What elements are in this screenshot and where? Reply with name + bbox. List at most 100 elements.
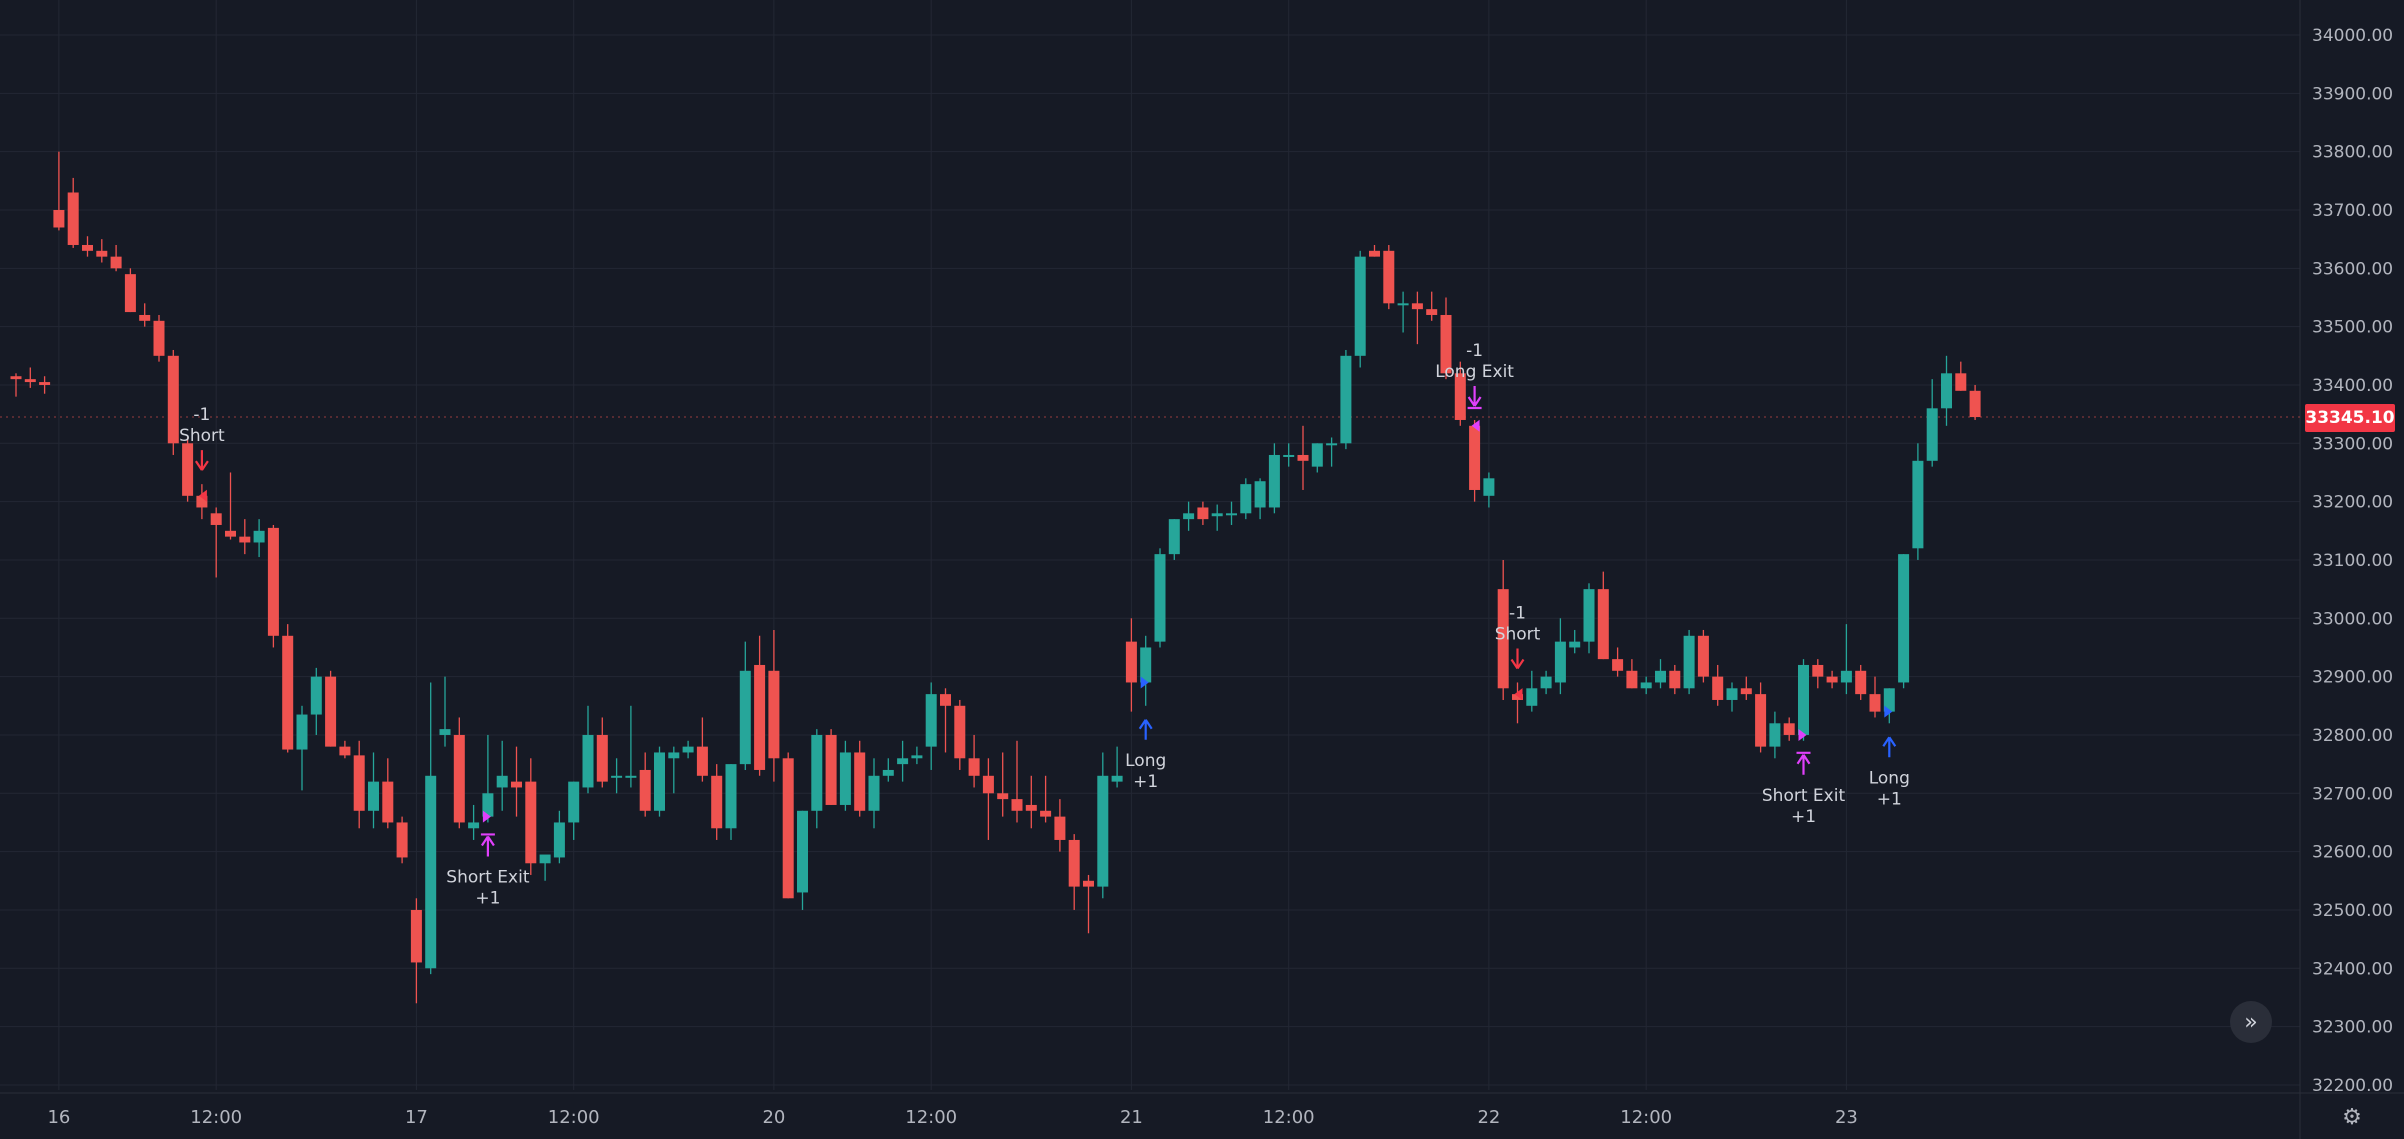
candle-body [1912, 460, 1924, 549]
candle [1197, 501, 1209, 525]
candle [668, 746, 680, 794]
candle [639, 752, 651, 817]
candle [654, 746, 665, 817]
y-tick-label: 32700.00 [2312, 784, 2393, 804]
y-tick-label: 32900.00 [2312, 668, 2393, 688]
signal-long: Long+1 [1125, 676, 1166, 792]
candle-body [182, 443, 194, 496]
candle-body [1612, 659, 1624, 671]
candle-body [453, 734, 465, 823]
candle [1340, 349, 1352, 450]
candle-body [1068, 839, 1080, 887]
candle [1512, 682, 1523, 724]
candle [682, 740, 694, 759]
candle-body [1883, 688, 1895, 712]
candle-body [1540, 676, 1552, 689]
candle-body [1354, 256, 1366, 356]
candle-body [1941, 373, 1952, 409]
candle [854, 740, 866, 817]
candle [225, 472, 236, 540]
signal-short-exit: Short Exit+1 [1762, 728, 1846, 827]
candle-body [1569, 641, 1581, 648]
y-tick-label: 33400.00 [2312, 376, 2393, 396]
x-tick-label: 21 [1120, 1107, 1143, 1128]
candle-body [625, 775, 637, 778]
candle [1669, 664, 1681, 695]
candle [282, 624, 294, 753]
candle [568, 781, 580, 840]
candle [1154, 548, 1166, 648]
candle [339, 740, 351, 759]
scroll-to-realtime-button[interactable]: » [2230, 1001, 2272, 1043]
candle-body [1197, 507, 1209, 520]
y-tick-label: 33900.00 [2312, 84, 2393, 104]
candle [1326, 437, 1338, 467]
candle [868, 758, 880, 829]
candle [1011, 740, 1023, 823]
chart-settings-button[interactable]: ⚙ [2337, 1102, 2367, 1132]
candle [1755, 682, 1767, 753]
candle-body [253, 530, 265, 543]
y-tick-label: 32300.00 [2312, 1018, 2393, 1038]
candle [1068, 834, 1080, 910]
candle [611, 758, 623, 794]
signal-label: Long Exit [1435, 362, 1514, 382]
candle-body [1526, 688, 1538, 706]
up-arrow-icon [480, 833, 495, 857]
candle-body [1855, 670, 1867, 695]
candle [825, 729, 837, 805]
candle [1626, 659, 1638, 689]
signal-qty: -1 [193, 405, 210, 425]
candle [1083, 874, 1094, 934]
up-arrow-icon [1796, 751, 1811, 775]
candle [1554, 618, 1566, 695]
candle-body [1226, 513, 1237, 516]
candle [768, 629, 780, 782]
candle [968, 734, 980, 788]
candle [1769, 711, 1781, 759]
price-axis[interactable]: 34000.00 33900.00 33800.00 33700.00 33600.00… [2312, 26, 2393, 1096]
candle [1268, 443, 1280, 514]
candle [1226, 501, 1237, 525]
candle-body [596, 734, 608, 782]
candle-body [868, 775, 880, 811]
candle [1740, 676, 1752, 700]
candle [1369, 244, 1380, 257]
y-tick-label: 32800.00 [2312, 726, 2393, 746]
candle [1283, 443, 1295, 467]
candle-body [353, 755, 365, 811]
candle [1483, 472, 1495, 508]
y-tick-label: 33500.00 [2312, 318, 2393, 338]
candle-body [782, 758, 794, 899]
y-tick-label: 33000.00 [2312, 609, 2393, 629]
candle [511, 746, 522, 817]
gear-icon: ⚙ [2342, 1104, 2362, 1130]
entry-triangle-icon [1884, 705, 1893, 718]
signal-label: Short Exit [1762, 786, 1846, 806]
candle [1583, 583, 1595, 654]
x-tick-label: 12:00 [190, 1107, 242, 1128]
candle-body [1369, 250, 1380, 257]
entry-triangle-icon [482, 810, 491, 823]
signal-long: Long+1 [1869, 705, 1910, 809]
candle-body [768, 670, 780, 759]
candle-body [1469, 425, 1481, 490]
candle [110, 244, 122, 272]
entry-triangle-icon [1140, 676, 1149, 689]
candle-body [39, 382, 51, 385]
candle-body [339, 746, 351, 756]
candle [1798, 659, 1809, 741]
candle-body [82, 244, 93, 251]
candle [496, 740, 508, 811]
entry-triangle-icon [1471, 419, 1480, 432]
y-tick-label: 33300.00 [2312, 434, 2393, 454]
candle [153, 314, 165, 362]
candle [53, 151, 65, 231]
time-axis[interactable]: 16 12:00 17 12:00 20 12:00 21 12:00 22 12:00 23 [47, 1107, 1857, 1128]
candle-body [439, 729, 451, 735]
candle [754, 635, 766, 776]
candle-body [725, 764, 737, 829]
